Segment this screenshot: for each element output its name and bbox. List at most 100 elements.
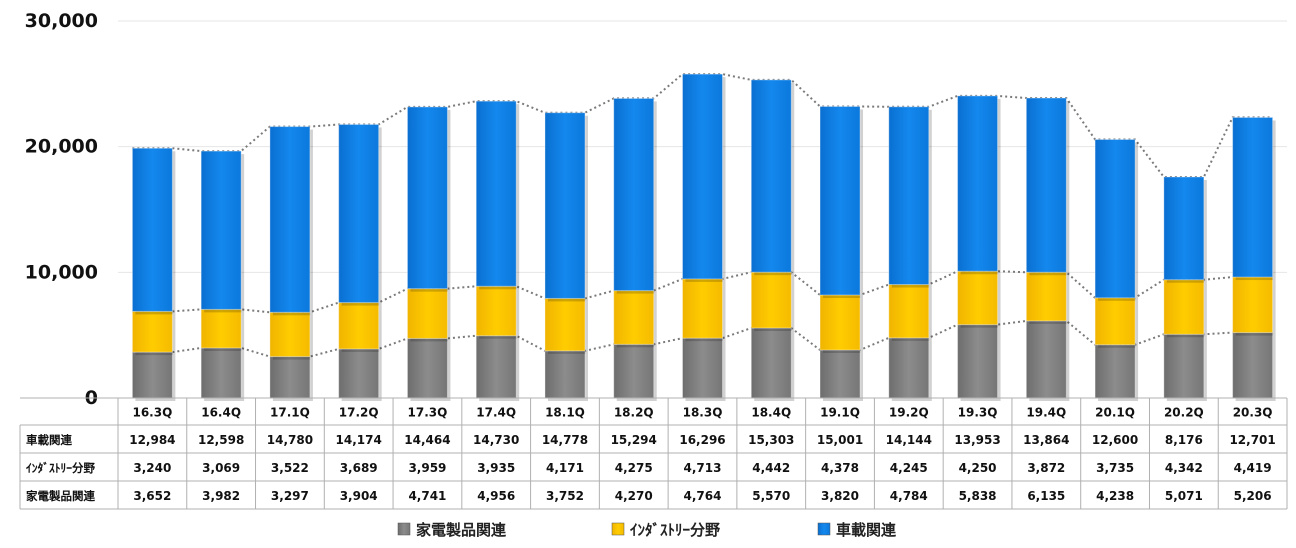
- bar-segment: [338, 348, 380, 399]
- table-cell-value: 4,171: [546, 461, 584, 475]
- table-row-label: 車載関連: [26, 433, 72, 447]
- table-cell-value: 12,701: [1229, 433, 1275, 447]
- table-cell-value: 8,176: [1165, 433, 1203, 447]
- legend-label: 車載関連: [836, 521, 897, 539]
- bar-segment: [1163, 176, 1205, 281]
- x-tick-label: 19.1Q: [820, 406, 860, 420]
- data-table: 16.3Q 16.4Q 17.1Q 17.2Q 17.3Q 17.4Q 18.1Q 18.2Q…: [19, 397, 1288, 510]
- table-cell-value: 3,982: [202, 489, 240, 503]
- bar-segment: [1232, 332, 1274, 399]
- table-cell-value: 12,984: [129, 433, 175, 447]
- bar-segment: [682, 73, 723, 280]
- bar-segment: [131, 351, 173, 399]
- table-cell-value: 4,270: [615, 489, 653, 503]
- bar-segment: [200, 308, 242, 349]
- bar-segment: [1025, 97, 1067, 273]
- bar-segment: [1232, 276, 1274, 334]
- bar-segment: [131, 147, 173, 312]
- table-cell-value: 5,838: [959, 489, 997, 503]
- table-cell-value: 14,778: [542, 433, 588, 447]
- legend-swatch: [611, 522, 625, 536]
- table-cell-value: 4,784: [890, 489, 928, 503]
- table-cell-value: 4,956: [477, 489, 515, 503]
- x-tick-label: 17.2Q: [339, 406, 379, 420]
- x-tick-label: 20.3Q: [1233, 406, 1273, 420]
- bar-segment: [269, 311, 311, 358]
- bar-segment: [888, 284, 930, 339]
- x-tick-label: 19.3Q: [958, 406, 998, 420]
- bar-segment: [1094, 344, 1136, 399]
- bar-segment: [475, 285, 517, 337]
- bar-segment: [819, 105, 861, 296]
- bar-segment: [338, 302, 380, 350]
- x-tick-label: 17.1Q: [270, 406, 310, 420]
- bar-segment: [406, 337, 448, 399]
- table-cell-value: 4,741: [408, 489, 446, 503]
- legend-label: 家電製品関連: [416, 521, 507, 539]
- table-cell-value: 3,904: [340, 489, 378, 503]
- table-cell-value: 3,935: [477, 461, 515, 475]
- bar-segment: [1163, 279, 1205, 335]
- table-cell-value: 15,303: [748, 433, 794, 447]
- x-tick-label: 18.2Q: [614, 406, 654, 420]
- bar-segment: [957, 324, 999, 399]
- bar-segment: [750, 271, 792, 329]
- bar-segment: [613, 343, 655, 399]
- bar-segment: [131, 310, 173, 353]
- table-cell-value: 3,240: [133, 461, 171, 475]
- bar-segment: [475, 100, 517, 287]
- table-cell-value: 3,752: [546, 489, 584, 503]
- table-cell-value: 13,953: [954, 433, 1000, 447]
- table-cell-value: 4,442: [752, 461, 790, 475]
- table-cell-value: 3,297: [271, 489, 309, 503]
- bar-segment: [406, 106, 448, 290]
- bar-segment: [1094, 138, 1136, 299]
- bar-segment: [888, 106, 930, 286]
- table-cell-value: 12,598: [198, 433, 244, 447]
- bar-segment: [682, 337, 723, 399]
- x-tick-label: 18.3Q: [683, 406, 723, 420]
- table-cell-value: 5,206: [1234, 489, 1272, 503]
- table-cell-value: 4,250: [959, 461, 997, 475]
- bar-segment: [819, 349, 861, 399]
- bar-segment: [957, 95, 999, 272]
- table-cell-value: 3,069: [202, 461, 240, 475]
- table-cell-value: 13,864: [1023, 433, 1069, 447]
- bar-segment: [819, 294, 861, 351]
- table-cell-value: 3,820: [821, 489, 859, 503]
- bar-segment: [200, 150, 242, 310]
- table-cell-value: 4,713: [684, 461, 722, 475]
- table-row-label: 家電製品関連: [26, 489, 95, 503]
- table-cell-value: 4,342: [1165, 461, 1203, 475]
- bars: [131, 73, 1276, 401]
- x-tick-label: 16.4Q: [201, 406, 241, 420]
- x-tick-label: 17.3Q: [408, 406, 448, 420]
- legend: 家電製品関連 ｲﾝﾀﾞｽﾄﾘｰ分野 車載関連: [397, 521, 897, 539]
- table-row-label: ｲﾝﾀﾞｽﾄﾘｰ分野: [26, 461, 95, 475]
- table-cell-value: 4,245: [890, 461, 928, 475]
- legend-label: ｲﾝﾀﾞｽﾄﾘｰ分野: [630, 521, 720, 539]
- table-cell-value: 14,144: [886, 433, 932, 447]
- table-cell-value: 4,275: [615, 461, 653, 475]
- x-tick-label: 16.3Q: [132, 406, 172, 420]
- bar-segment: [613, 290, 655, 345]
- table-cell-value: 5,071: [1165, 489, 1203, 503]
- x-tick-label: 17.4Q: [476, 406, 516, 420]
- bar-segment: [269, 356, 311, 399]
- bar-segment: [1094, 297, 1136, 346]
- legend-swatch: [817, 522, 831, 536]
- bar-segment: [750, 327, 792, 399]
- y-tick-label: 20,000: [25, 136, 98, 158]
- bar-segment: [1025, 271, 1067, 322]
- table-cell-value: 4,238: [1096, 489, 1134, 503]
- x-tick-label: 20.2Q: [1164, 406, 1204, 420]
- bar-segment: [269, 126, 311, 313]
- bar-segment: [544, 350, 586, 399]
- table-cell-value: 4,378: [821, 461, 859, 475]
- bar-segment: [544, 112, 586, 299]
- bar-segment: [750, 79, 792, 273]
- table-cell-value: 15,294: [611, 433, 657, 447]
- bar-segment: [200, 347, 242, 399]
